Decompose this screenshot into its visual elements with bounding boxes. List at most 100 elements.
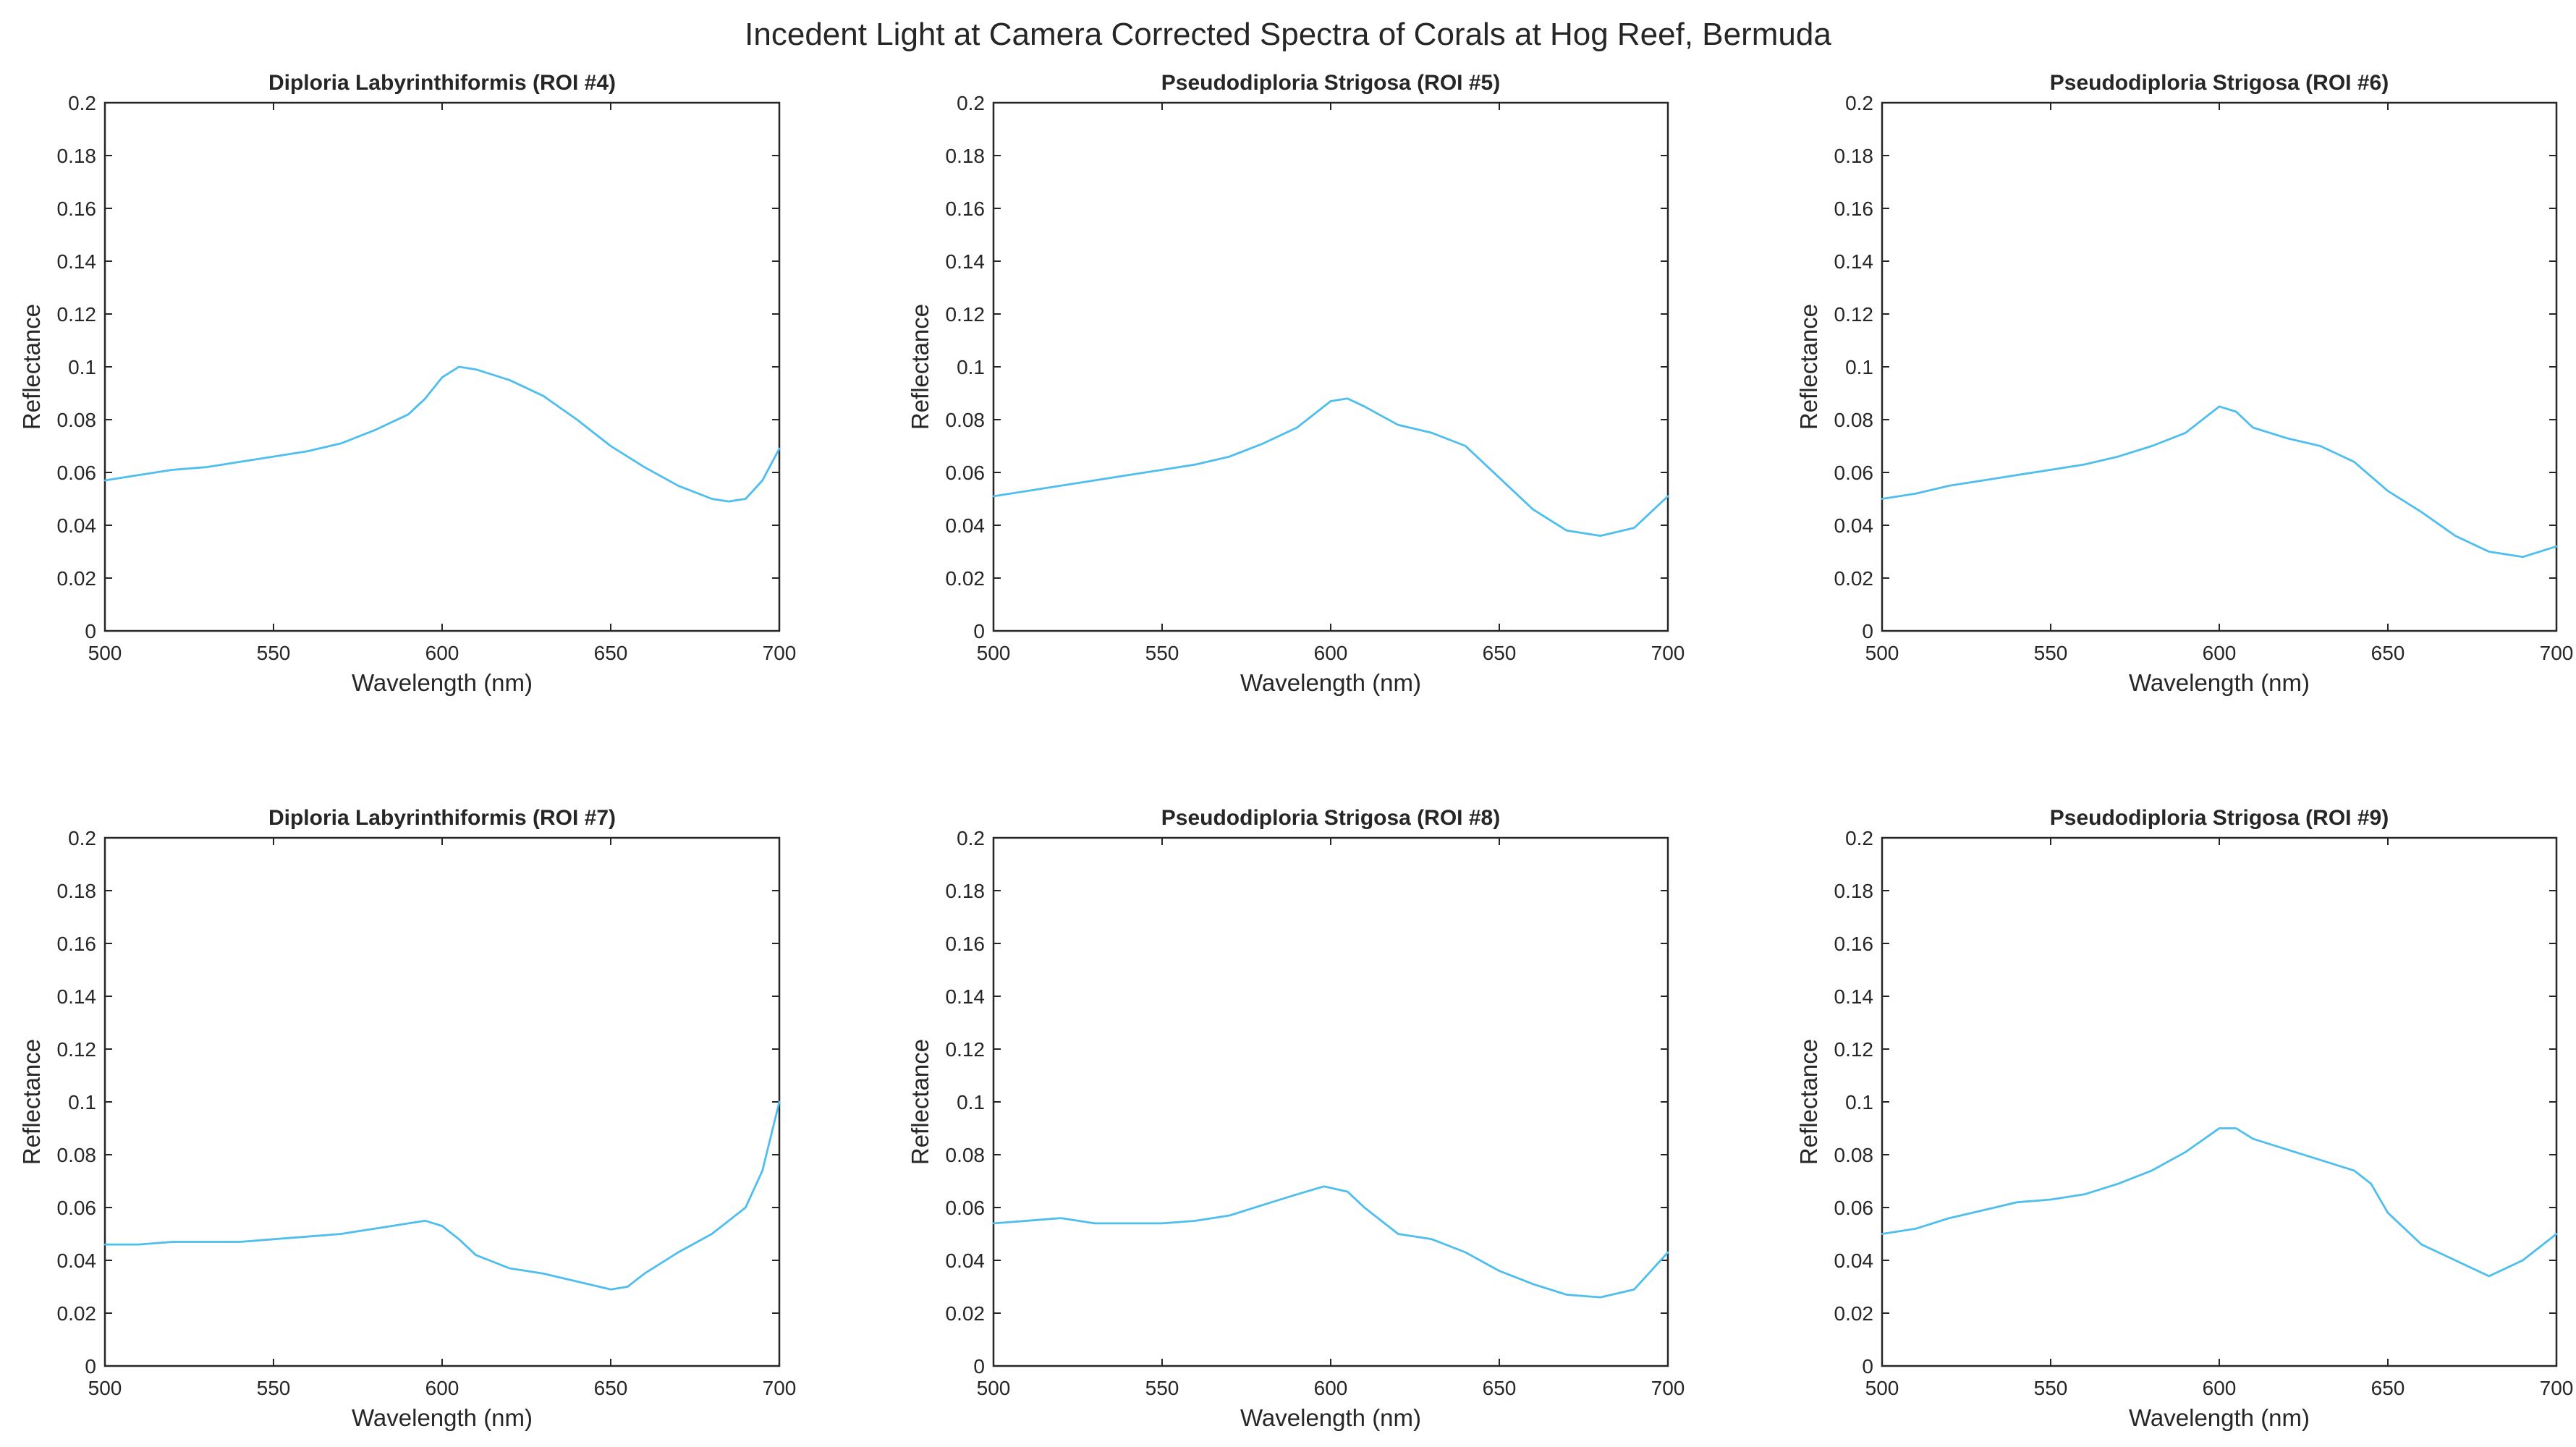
x-tick-label: 650 xyxy=(2371,642,2405,664)
chart-title: Pseudodiploria Strigosa (ROI #5) xyxy=(1161,71,1500,95)
plot-area xyxy=(992,836,1669,1367)
x-tick-label: 600 xyxy=(2203,1377,2237,1399)
y-tick-label: 0.02 xyxy=(946,567,986,590)
y-tick-label: 0.1 xyxy=(68,356,96,378)
y-tick-label: 0.2 xyxy=(957,92,985,114)
plot-area xyxy=(1881,836,2558,1367)
y-tick-label: 0.02 xyxy=(1834,1302,1874,1325)
figure-title: Incedent Light at Camera Corrected Spect… xyxy=(745,17,1831,52)
x-tick-label: 550 xyxy=(2034,1377,2068,1399)
series-line xyxy=(1881,1127,2558,1278)
y-tick-label: 0.18 xyxy=(57,880,97,902)
y-tick-label: 0.2 xyxy=(957,827,985,849)
chart-title: Pseudodiploria Strigosa (ROI #9) xyxy=(2050,806,2389,830)
y-tick-label: 0.08 xyxy=(1834,1144,1874,1166)
x-tick-label: 600 xyxy=(2203,642,2237,664)
y-tick-label: 0.06 xyxy=(946,462,986,484)
x-tick-label: 500 xyxy=(88,1377,122,1399)
plot-area xyxy=(103,836,781,1367)
y-tick-label: 0.2 xyxy=(1845,827,1873,849)
x-tick-label: 550 xyxy=(1145,1377,1179,1399)
x-tick-label: 500 xyxy=(1865,1377,1899,1399)
chart-title: Pseudodiploria Strigosa (ROI #8) xyxy=(1161,806,1500,830)
chart-title: Diploria Labyrinthiformis (ROI #4) xyxy=(268,71,616,95)
y-tick-label: 0.12 xyxy=(57,303,97,326)
x-tick-label: 700 xyxy=(1651,1377,1685,1399)
y-tick-label: 0.16 xyxy=(57,933,97,955)
plot-area xyxy=(992,101,1669,632)
y-tick-label: 0 xyxy=(1862,620,1873,642)
x-tick-label: 700 xyxy=(763,642,797,664)
y-tick-label: 0.18 xyxy=(946,145,986,167)
x-axis-label: Wavelength (nm) xyxy=(1240,1404,1421,1431)
chart-panel-1: 500 550 600 650 700 0 0.02 0.04 0.06 0.08 0.1 0.12 0… xyxy=(18,71,796,696)
chart-panel-3: 500 550 600 650 700 0 0.02 0.04 0.06 0.08 0.1 0.12 0… xyxy=(1795,71,2573,696)
x-axis-label: Wavelength (nm) xyxy=(2129,669,2310,696)
y-tick-label: 0.02 xyxy=(946,1302,986,1325)
y-tick-label: 0.04 xyxy=(946,1249,986,1272)
x-tick-label: 600 xyxy=(1314,642,1348,664)
y-tick-label: 0.12 xyxy=(946,1038,986,1061)
y-tick-label: 0.04 xyxy=(1834,514,1874,537)
x-tick-label: 600 xyxy=(425,1377,459,1399)
x-tick-label: 650 xyxy=(1483,642,1517,664)
y-tick-label: 0.12 xyxy=(946,303,986,326)
x-tick-label: 550 xyxy=(1145,642,1179,664)
y-tick-label: 0.02 xyxy=(1834,567,1874,590)
y-axis-label: Reflectance xyxy=(1795,304,1822,430)
x-tick-label: 650 xyxy=(594,1377,628,1399)
y-tick-label: 0.16 xyxy=(946,933,986,955)
chart-panel-6: 500 550 600 650 700 0 0.02 0.04 0.06 0.08 0.1 0.12 0… xyxy=(1795,806,2573,1431)
x-axis-label: Wavelength (nm) xyxy=(352,1404,533,1431)
y-tick-label: 0 xyxy=(973,1355,985,1378)
y-tick-label: 0.08 xyxy=(1834,409,1874,431)
y-tick-label: 0.18 xyxy=(1834,145,1874,167)
y-tick-label: 0.14 xyxy=(57,985,97,1008)
y-tick-label: 0.06 xyxy=(57,1197,97,1219)
y-tick-label: 0.1 xyxy=(68,1091,96,1113)
x-tick-label: 650 xyxy=(1483,1377,1517,1399)
y-tick-label: 0.08 xyxy=(57,1144,97,1166)
x-tick-label: 700 xyxy=(763,1377,797,1399)
chart-panel-2: 500 550 600 650 700 0 0.02 0.04 0.06 0.08 0.1 0.12 0… xyxy=(907,71,1685,696)
x-axis-label: Wavelength (nm) xyxy=(1240,669,1421,696)
y-tick-label: 0.08 xyxy=(946,1144,986,1166)
x-axis-label: Wavelength (nm) xyxy=(352,669,533,696)
y-tick-label: 0.14 xyxy=(57,250,97,273)
y-tick-label: 0.12 xyxy=(57,1038,97,1061)
y-tick-label: 0.12 xyxy=(1834,1038,1874,1061)
chart-title: Pseudodiploria Strigosa (ROI #6) xyxy=(2050,71,2389,95)
x-tick-label: 600 xyxy=(425,642,459,664)
y-axis-label: Reflectance xyxy=(18,304,45,430)
y-tick-label: 0.06 xyxy=(57,462,97,484)
y-tick-label: 0 xyxy=(85,620,96,642)
y-tick-label: 0.1 xyxy=(957,356,985,378)
x-tick-label: 700 xyxy=(1651,642,1685,664)
x-tick-label: 500 xyxy=(977,1377,1011,1399)
x-tick-label: 500 xyxy=(1865,642,1899,664)
series-line xyxy=(1881,405,2558,559)
y-tick-label: 0.2 xyxy=(1845,92,1873,114)
y-tick-label: 0 xyxy=(973,620,985,642)
y-tick-label: 0.04 xyxy=(57,1249,97,1272)
y-tick-label: 0.06 xyxy=(1834,462,1874,484)
y-tick-label: 0.16 xyxy=(1834,933,1874,955)
y-tick-label: 0.06 xyxy=(1834,1197,1874,1219)
y-tick-label: 0.08 xyxy=(946,409,986,431)
x-tick-label: 700 xyxy=(2540,1377,2574,1399)
y-tick-label: 0.1 xyxy=(1845,356,1873,378)
series-line xyxy=(992,397,1669,537)
x-tick-label: 500 xyxy=(977,642,1011,664)
y-tick-label: 0.02 xyxy=(57,1302,97,1325)
y-tick-label: 0.04 xyxy=(1834,1249,1874,1272)
y-tick-label: 0.02 xyxy=(57,567,97,590)
y-tick-label: 0.08 xyxy=(57,409,97,431)
chart-panel-4: 500 550 600 650 700 0 0.02 0.04 0.06 0.08 0.1 0.12 0… xyxy=(18,806,796,1431)
y-tick-label: 0.16 xyxy=(946,198,986,220)
y-tick-label: 0.16 xyxy=(1834,198,1874,220)
series-line xyxy=(103,1100,781,1291)
y-tick-label: 0.14 xyxy=(946,985,986,1008)
chart-title: Diploria Labyrinthiformis (ROI #7) xyxy=(268,806,616,830)
x-tick-label: 600 xyxy=(1314,1377,1348,1399)
